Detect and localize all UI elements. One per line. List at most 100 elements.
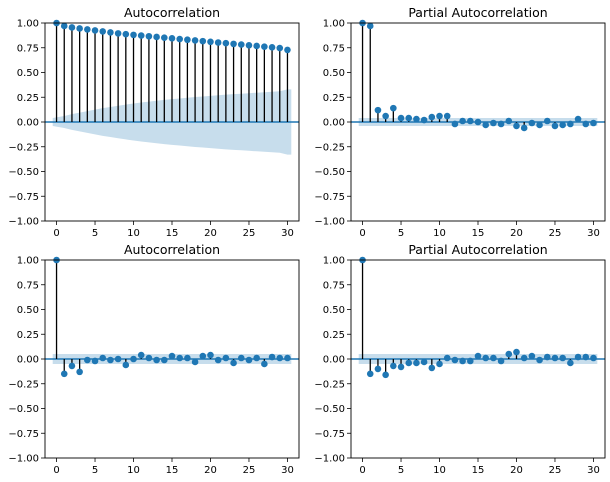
- marker-lag-25: [245, 41, 253, 49]
- marker-lag-14: [467, 357, 474, 365]
- marker-lag-20: [207, 38, 214, 46]
- y-tick-label: −0.25: [314, 379, 345, 390]
- marker-lag-28: [268, 44, 276, 51]
- marker-lag-3: [76, 368, 83, 376]
- y-tick-label: −1.00: [314, 454, 345, 465]
- chart-title: Partial Autocorrelation: [408, 5, 547, 20]
- y-tick-label: 0.25: [323, 93, 345, 104]
- marker-lag-5: [397, 114, 405, 122]
- y-tick-label: 0.25: [323, 330, 345, 341]
- marker-lag-1: [366, 370, 374, 378]
- marker-lag-6: [99, 28, 107, 35]
- marker-lag-4: [84, 356, 91, 364]
- marker-lag-17: [184, 36, 191, 44]
- x-tick-label: 0: [53, 465, 59, 476]
- marker-lag-14: [161, 34, 168, 41]
- y-tick-label: 0.00: [323, 118, 345, 129]
- y-tick-label: 0.00: [17, 118, 39, 129]
- y-tick-label: −0.25: [8, 379, 39, 390]
- y-tick-label: 1.00: [17, 19, 39, 30]
- marker-lag-19: [199, 37, 207, 45]
- marker-lag-10: [436, 112, 443, 120]
- marker-lag-19: [505, 117, 513, 125]
- marker-lag-16: [176, 35, 183, 43]
- marker-lag-28: [574, 115, 582, 123]
- x-tick-label: 20: [204, 228, 217, 239]
- marker-lag-29: [276, 354, 284, 362]
- marker-lag-11: [443, 112, 451, 120]
- marker-lag-16: [482, 354, 489, 362]
- marker-lag-24: [543, 117, 551, 125]
- marker-lag-22: [528, 119, 536, 127]
- x-tick-label: 10: [433, 228, 446, 239]
- y-tick-label: −0.50: [8, 404, 39, 415]
- marker-lag-26: [559, 354, 566, 362]
- marker-lag-15: [168, 35, 176, 42]
- marker-lag-9: [122, 30, 130, 38]
- marker-lag-1: [366, 22, 374, 30]
- y-tick-label: 0.50: [323, 68, 345, 79]
- marker-lag-24: [237, 354, 245, 362]
- marker-lag-3: [76, 25, 83, 32]
- marker-lag-19: [505, 350, 513, 358]
- marker-lag-26: [559, 121, 566, 129]
- marker-lag-11: [137, 351, 145, 359]
- marker-lag-21: [520, 124, 528, 132]
- chart-panel-4: 1.00 0.75 0.50 0.25 0.00 −0.25 −0.50 −0.75 −1.00…: [314, 242, 606, 476]
- x-tick-label: 20: [510, 465, 523, 476]
- marker-lag-5: [91, 27, 99, 34]
- x-tick-label: 5: [398, 465, 404, 476]
- marker-lag-20: [513, 348, 520, 356]
- x-tick-label: 5: [92, 228, 98, 239]
- y-tick-label: 0.50: [17, 68, 39, 79]
- marker-lag-20: [513, 122, 520, 130]
- y-tick-label: 0.25: [17, 330, 39, 341]
- marker-lag-17: [490, 119, 497, 127]
- marker-lag-16: [176, 354, 183, 362]
- marker-lag-4: [390, 362, 397, 370]
- marker-lag-11: [137, 32, 145, 39]
- marker-lag-21: [214, 356, 222, 364]
- marker-lag-8: [114, 30, 122, 37]
- marker-lag-14: [467, 117, 474, 125]
- y-tick-label: −0.75: [314, 192, 345, 203]
- marker-lag-26: [253, 354, 260, 362]
- x-tick-label: 20: [510, 228, 523, 239]
- y-tick-label: 0.00: [323, 355, 345, 366]
- marker-lag-2: [374, 106, 382, 114]
- marker-lag-27: [567, 120, 574, 128]
- marker-lag-22: [222, 354, 230, 362]
- chart-title: Autocorrelation: [124, 242, 220, 257]
- marker-lag-24: [543, 353, 551, 361]
- x-tick-label: 25: [549, 228, 562, 239]
- y-tick-label: 1.00: [17, 256, 39, 267]
- y-tick-label: 0.75: [323, 43, 345, 54]
- marker-lag-3: [382, 371, 389, 379]
- marker-lag-16: [482, 121, 489, 129]
- chart-panel-3: 1.00 0.75 0.50 0.25 0.00 −0.25 −0.50 −0.75 −1.00…: [8, 242, 300, 476]
- marker-lag-3: [382, 112, 389, 120]
- marker-lag-24: [237, 41, 245, 48]
- marker-lag-29: [582, 120, 590, 128]
- marker-lag-27: [567, 359, 574, 367]
- x-tick-label: 5: [92, 465, 98, 476]
- x-tick-label: 0: [359, 465, 365, 476]
- marker-lag-8: [420, 116, 428, 124]
- y-tick-label: 1.00: [323, 19, 345, 30]
- marker-lag-12: [145, 32, 153, 40]
- x-tick-label: 30: [281, 465, 294, 476]
- marker-lag-29: [582, 353, 590, 361]
- marker-lag-30: [590, 354, 597, 362]
- marker-lag-8: [420, 358, 428, 366]
- x-tick-label: 20: [204, 465, 217, 476]
- x-tick-label: 25: [243, 228, 256, 239]
- marker-lag-6: [405, 114, 413, 122]
- x-tick-label: 0: [53, 228, 59, 239]
- chart-title: Autocorrelation: [124, 5, 220, 20]
- x-tick-label: 30: [281, 228, 294, 239]
- x-tick-label: 0: [359, 228, 365, 239]
- marker-lag-7: [413, 115, 420, 123]
- marker-lag-15: [168, 352, 176, 360]
- marker-lag-13: [153, 356, 160, 364]
